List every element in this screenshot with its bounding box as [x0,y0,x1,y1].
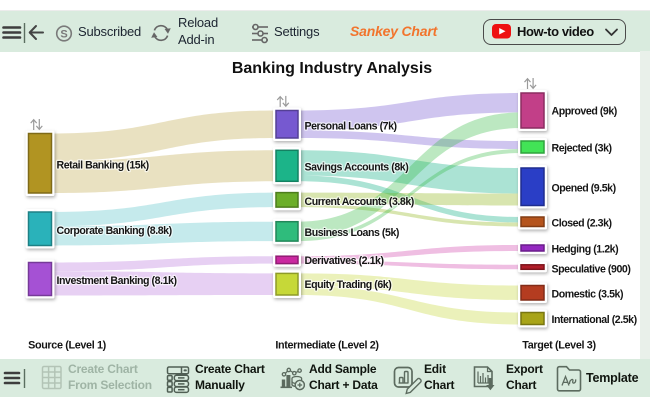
svg-text:Opened (9.5k): Opened (9.5k) [552,182,616,194]
svg-text:Personal Loans (7k): Personal Loans (7k) [305,121,397,133]
svg-text:Domestic (3.5k): Domestic (3.5k) [552,288,624,300]
svg-text:Rejected (3k): Rejected (3k) [552,143,612,155]
svg-text:Speculative (900): Speculative (900) [552,264,631,276]
svg-text:Savings Accounts (8k): Savings Accounts (8k) [305,161,409,173]
svg-text:Target (Level 3): Target (Level 3) [522,340,596,352]
svg-text:Hedging (1.2k): Hedging (1.2k) [552,244,619,256]
svg-text:Investment Banking (8.1k): Investment Banking (8.1k) [57,275,177,287]
svg-text:S: S [60,29,67,41]
svg-text:Equity Trading (6k): Equity Trading (6k) [305,279,392,291]
svg-text:Derivatives (2.1k): Derivatives (2.1k) [305,255,384,267]
svg-text:Business Loans (5k): Business Loans (5k) [305,227,399,239]
svg-text:Approved (9k): Approved (9k) [552,106,617,118]
svg-text:Source (Level 1): Source (Level 1) [28,340,107,352]
svg-text:Retail Banking (15k): Retail Banking (15k) [57,160,149,172]
svg-text:International (2.5k): International (2.5k) [552,314,637,326]
svg-text:Current Accounts (3.8k): Current Accounts (3.8k) [305,196,414,208]
svg-text:Intermediate (Level 2): Intermediate (Level 2) [275,340,379,352]
svg-text:Closed (2.3k): Closed (2.3k) [552,217,612,229]
svg-text:Corporate Banking (8.8k): Corporate Banking (8.8k) [57,225,172,237]
